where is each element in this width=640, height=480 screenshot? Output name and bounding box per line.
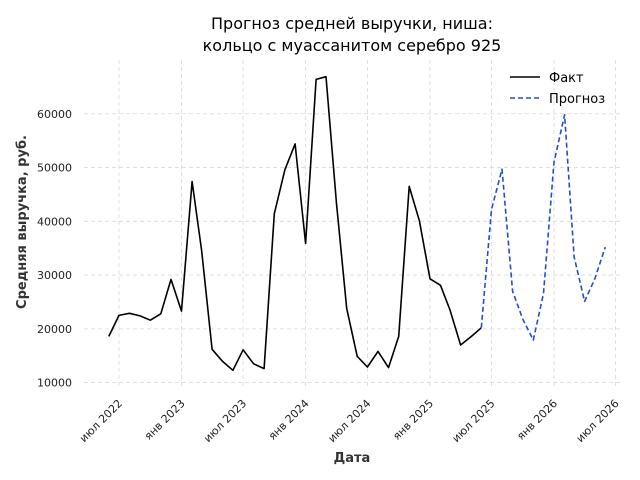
series-line-forecast <box>480 114 607 341</box>
y-tick-label: 30000 <box>37 269 72 282</box>
legend-fact-label: Факт <box>549 71 584 86</box>
y-tick-label: 10000 <box>37 377 72 390</box>
x-axis-label: Дата <box>334 451 371 466</box>
x-axis-ticks: июл 2022 янв 2023 июл 2023 янв 2024 июл 2024… <box>77 397 622 445</box>
x-tick-label: июл 2022 <box>77 397 125 445</box>
legend-forecast-label: Прогноз <box>549 92 605 107</box>
y-axis-label: Средняя выручка, руб. <box>15 135 30 309</box>
chart-title-line1: Прогноз средней выручки, ниша: <box>211 14 493 33</box>
chart-title-line2: кольцо с муассанитом серебро 925 <box>203 36 502 55</box>
x-tick-label: июл 2023 <box>201 397 249 445</box>
y-tick-label: 50000 <box>37 162 72 175</box>
series-line-fact <box>108 75 482 372</box>
x-tick-label: янв 2026 <box>514 397 560 443</box>
y-tick-label: 60000 <box>37 108 72 121</box>
y-axis-ticks: 10000 20000 30000 40000 50000 60000 <box>37 108 72 390</box>
y-tick-label: 40000 <box>37 215 72 228</box>
x-tick-label: июл 2026 <box>574 397 622 445</box>
x-tick-label: июл 2025 <box>450 397 498 445</box>
x-tick-label: янв 2023 <box>142 397 188 443</box>
series-lines <box>108 75 607 372</box>
y-tick-label: 20000 <box>37 323 72 336</box>
x-tick-label: янв 2025 <box>390 397 436 443</box>
x-tick-label: июл 2024 <box>326 397 374 445</box>
grid-lines <box>84 60 622 388</box>
legend: Факт Прогноз <box>510 71 605 107</box>
x-tick-label: янв 2024 <box>266 397 312 443</box>
